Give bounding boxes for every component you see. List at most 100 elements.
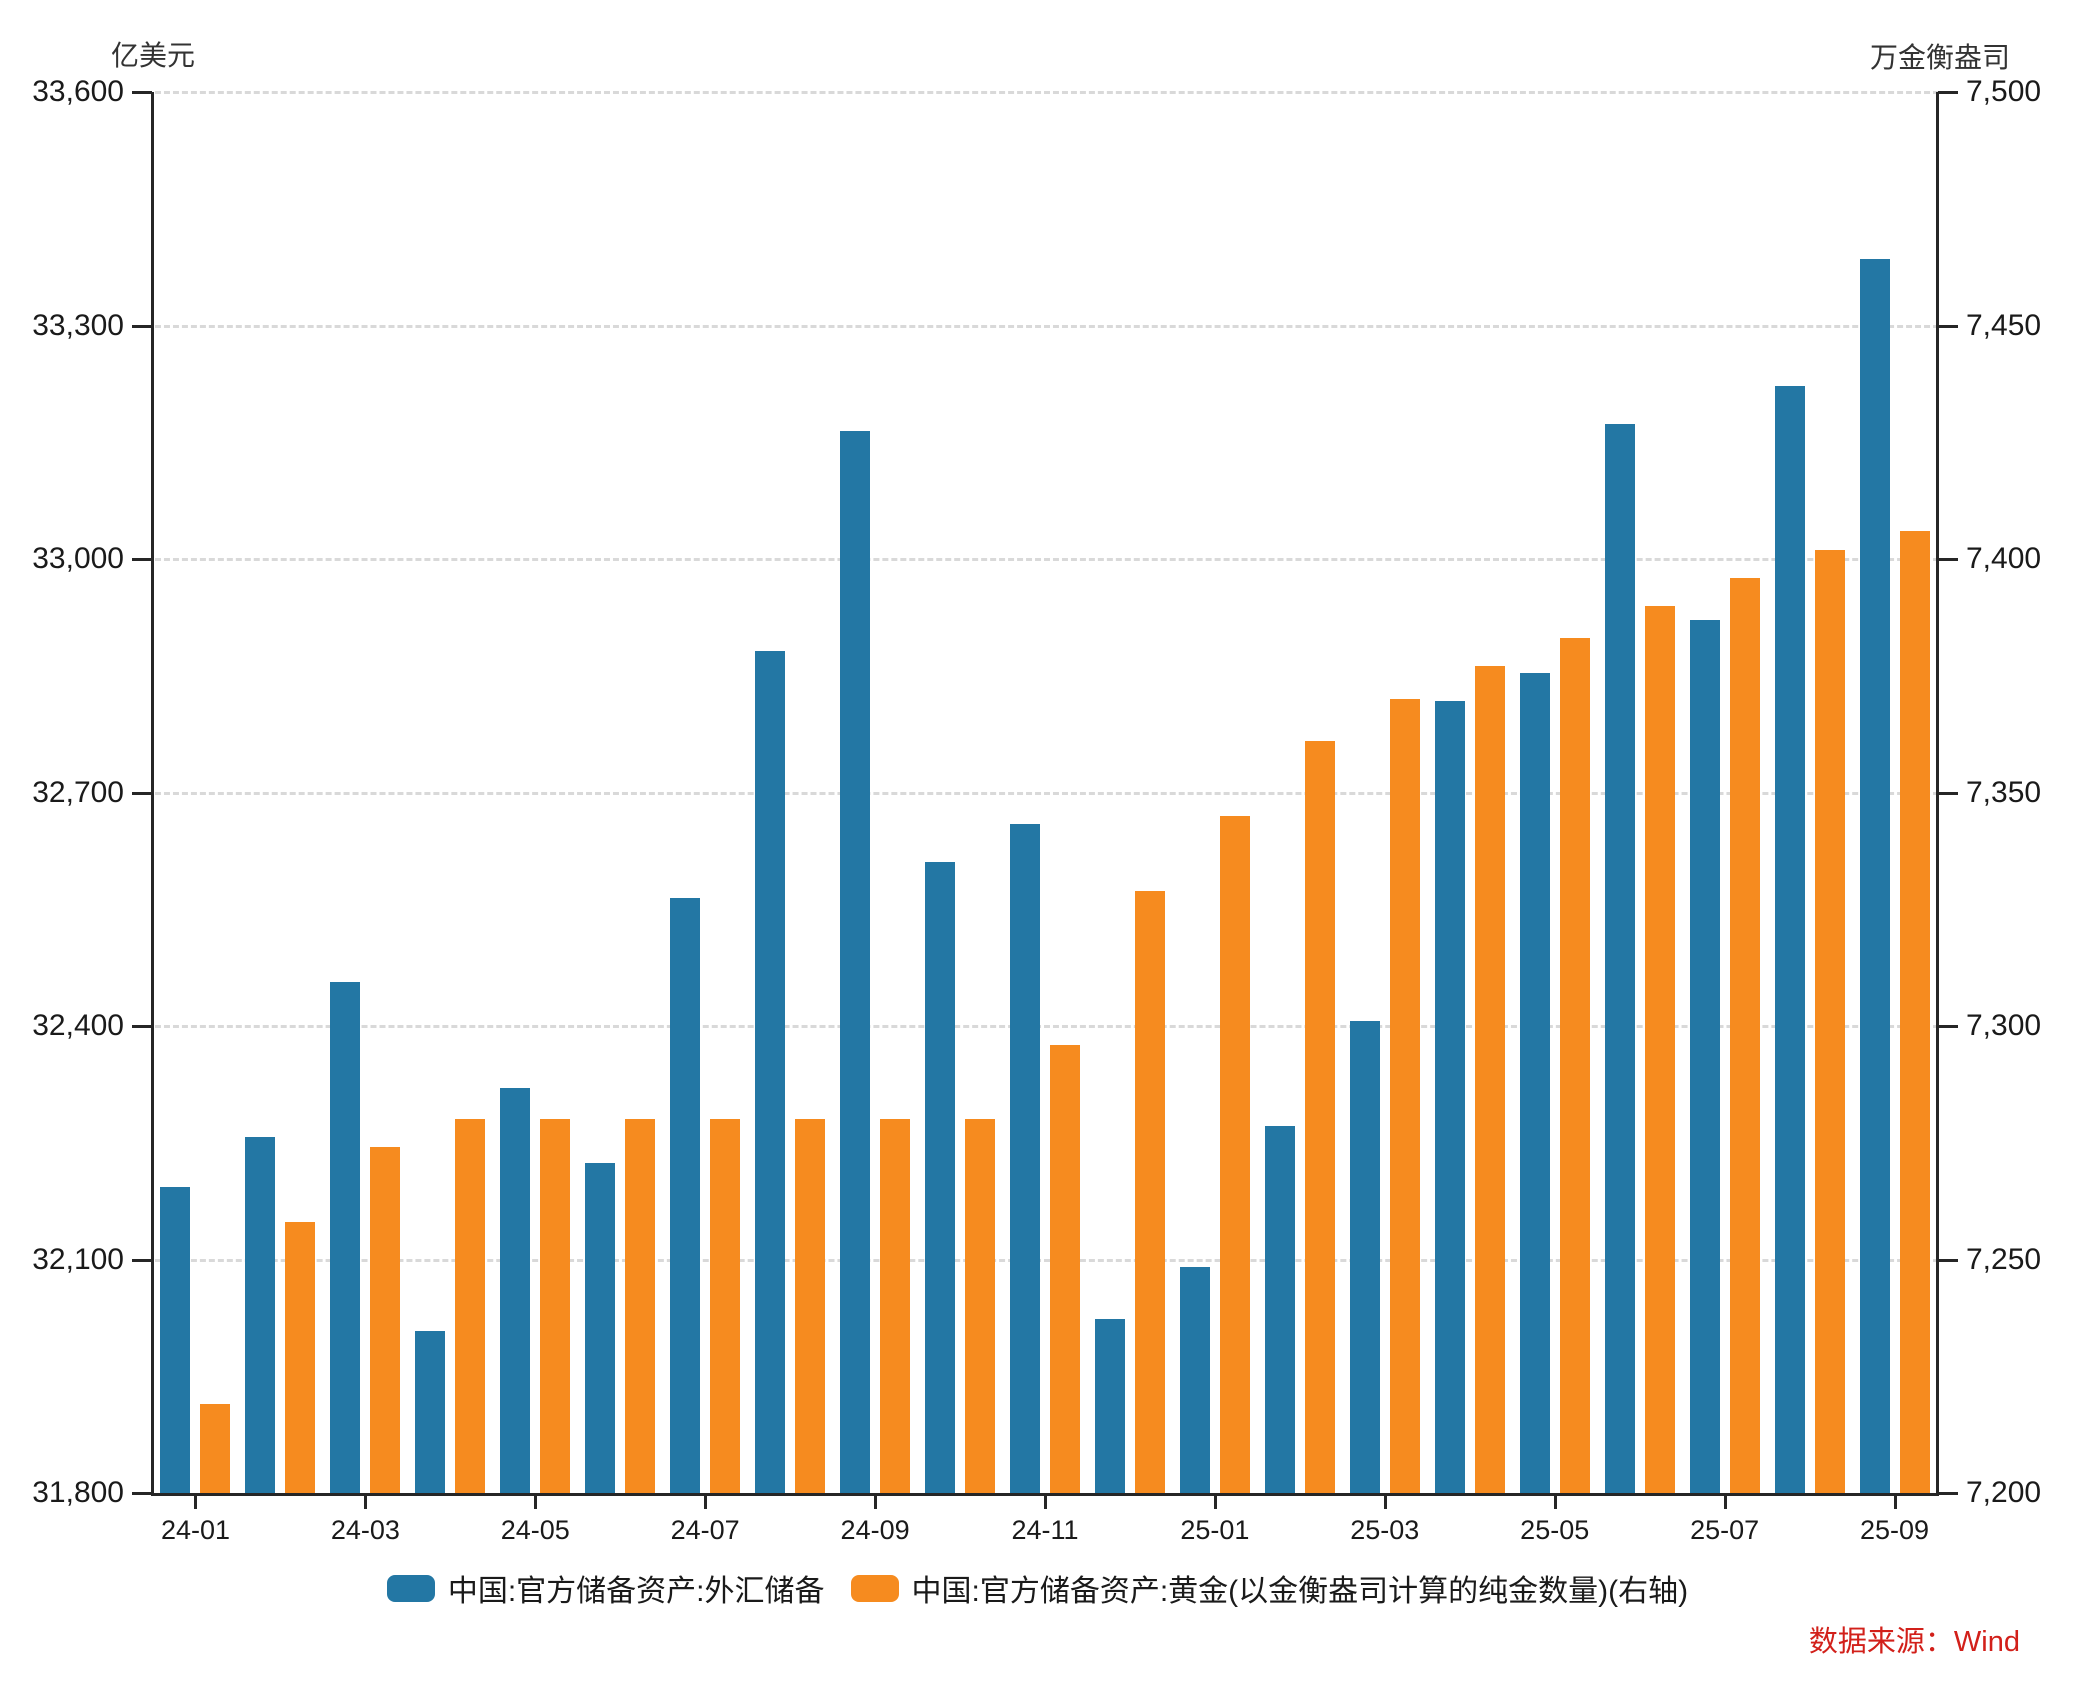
bar-group-24-10 xyxy=(918,92,1003,1493)
x-tick-mark-25-03 xyxy=(1383,1496,1387,1509)
bar-group-25-06 xyxy=(1597,92,1682,1493)
legend-item-gold-reserves: 中国:官方储备资产:黄金(以金衡盎司计算的纯金数量)(右轴) xyxy=(850,1566,1689,1610)
y-axis-label-left: 31,800 xyxy=(32,1476,124,1509)
gold-reserves-bar-24-02 xyxy=(285,1222,316,1493)
left-axis-line xyxy=(151,92,154,1496)
y-axis-label-left: 32,100 xyxy=(32,1242,124,1276)
x-tick-mark-24-05 xyxy=(534,1496,538,1509)
left-tick-mark xyxy=(132,91,152,94)
gold-reserves-bar-24-11 xyxy=(1049,1044,1080,1493)
fx-reserves-bar-24-06 xyxy=(585,1163,616,1493)
gold-reserves-bar-24-09 xyxy=(880,1119,911,1493)
gold-reserves-bar-24-10 xyxy=(965,1119,996,1493)
bar-group-24-09: 24-09 xyxy=(833,92,918,1545)
left-tick-mark xyxy=(132,558,152,561)
x-axis-label-25-09: 25-09 xyxy=(1859,1515,1930,1545)
bar-groups: 24-01 24-03 24-05 24-07 24-09 24-11 25-01 25-03… xyxy=(153,92,1937,1545)
left-axis-title: 亿美元 xyxy=(110,40,196,71)
bar-group-25-02 xyxy=(1257,92,1342,1493)
bar-group-24-04 xyxy=(408,92,493,1493)
legend: 中国:官方储备资产:外汇储备 中国:官方储备资产:黄金(以金衡盎司计算的纯金数量)… xyxy=(0,1566,2075,1610)
bar-group-24-02 xyxy=(238,92,323,1493)
y-axis-label-left: 32,700 xyxy=(32,775,124,809)
left-tick-mark xyxy=(132,324,152,328)
x-axis-label-25-05: 25-05 xyxy=(1520,1515,1590,1545)
fx-reserves-bar-24-11 xyxy=(1009,824,1040,1493)
fx-reserves-bar-25-07 xyxy=(1689,619,1720,1493)
fx-reserves-bar-24-09 xyxy=(840,431,871,1493)
bar-group-25-03: 25-03 xyxy=(1342,92,1427,1545)
fx-reserves-bar-24-04 xyxy=(415,1331,446,1493)
gold-reserves-bar-25-05 xyxy=(1559,638,1590,1493)
fx-reserves-bar-25-03 xyxy=(1349,1020,1380,1493)
gridline-32700 xyxy=(155,791,1939,795)
gold-reserves-bar-25-02 xyxy=(1304,741,1335,1493)
y-axis-label-right: 7,450 xyxy=(1966,308,2042,342)
gold-reserves-bar-24-08 xyxy=(795,1119,826,1493)
bar-group-24-11: 24-11 xyxy=(1003,92,1088,1545)
right-tick-mark xyxy=(1938,558,1958,561)
fx-reserves-bar-25-08 xyxy=(1774,386,1805,1493)
gold-reserves-bar-24-01 xyxy=(200,1404,231,1493)
right-axis-title: 万金衡盎司 xyxy=(1869,42,2011,73)
bar-group-24-08 xyxy=(748,92,833,1493)
x-axis-label-24-05: 24-05 xyxy=(500,1515,570,1545)
plot-area: 31,800 32,100 32,400 32,700 33,000 33,300 33,6… xyxy=(32,75,2041,1545)
right-tick-mark xyxy=(1938,324,1958,328)
bar-group-24-01: 24-01 xyxy=(153,92,238,1545)
x-axis-label-25-07: 25-07 xyxy=(1690,1515,1760,1545)
fx-reserves-bar-24-08 xyxy=(755,650,786,1493)
x-tick-mark-24-01 xyxy=(194,1496,198,1509)
gold-reserves-bar-25-08 xyxy=(1814,549,1845,1493)
bar-group-25-05: 25-05 xyxy=(1512,92,1597,1545)
fx-reserves-bar-24-10 xyxy=(925,861,956,1493)
left-tick-mark xyxy=(132,1492,152,1495)
y-axis-label-left: 33,600 xyxy=(32,75,124,108)
x-tick-mark-25-07 xyxy=(1723,1496,1727,1509)
right-tick-mark xyxy=(1938,1492,1958,1495)
x-tick-mark-25-09 xyxy=(1893,1496,1897,1509)
legend-swatch-icon xyxy=(386,1574,435,1602)
gold-reserves-bar-25-03 xyxy=(1389,699,1420,1493)
bar-group-25-01: 25-01 xyxy=(1172,92,1257,1545)
y-axis-label-right: 7,250 xyxy=(1966,1242,2042,1276)
gridline-32400 xyxy=(155,1025,1939,1028)
left-tick-mark xyxy=(132,1258,152,1262)
right-tick-mark xyxy=(1938,1258,1958,1262)
y-axis-label-right: 7,400 xyxy=(1966,542,2042,575)
fx-reserves-bar-25-01 xyxy=(1179,1267,1210,1493)
bar-group-24-03: 24-03 xyxy=(323,92,408,1545)
gold-reserves-bar-25-06 xyxy=(1644,605,1675,1493)
fx-reserves-bar-24-03 xyxy=(330,981,361,1493)
fx-reserves-bar-25-02 xyxy=(1264,1125,1295,1493)
bar-group-25-08 xyxy=(1767,92,1852,1493)
x-axis-label-24-01: 24-01 xyxy=(160,1515,230,1545)
gold-reserves-bar-25-07 xyxy=(1729,577,1760,1493)
fx-reserves-bar-25-09 xyxy=(1859,258,1890,1493)
legend-swatch-icon xyxy=(850,1574,899,1602)
x-axis-label-24-07: 24-07 xyxy=(670,1515,740,1545)
gridline-33000 xyxy=(155,558,1939,561)
x-axis-line xyxy=(151,1493,1939,1496)
legend-label: 中国:官方储备资产:外汇储备 xyxy=(447,1575,825,1608)
y-axis-label-left: 32,400 xyxy=(32,1009,124,1042)
right-tick-mark xyxy=(1938,791,1958,795)
bar-group-24-07: 24-07 xyxy=(663,92,748,1545)
gold-reserves-bar-24-03 xyxy=(370,1147,401,1493)
gold-reserves-bar-25-04 xyxy=(1474,666,1505,1493)
y-axis-label-left: 33,300 xyxy=(32,308,124,342)
gold-reserves-bar-25-01 xyxy=(1219,815,1250,1493)
gold-reserves-bar-25-09 xyxy=(1899,531,1930,1493)
gold-reserves-bar-24-12 xyxy=(1134,890,1165,1493)
x-tick-mark-24-11 xyxy=(1043,1496,1047,1509)
legend-label: 中国:官方储备资产:黄金(以金衡盎司计算的纯金数量)(右轴) xyxy=(911,1575,1689,1608)
x-axis-label-25-03: 25-03 xyxy=(1350,1515,1420,1545)
x-tick-mark-25-01 xyxy=(1213,1496,1217,1509)
x-tick-mark-24-07 xyxy=(704,1496,708,1509)
fx-reserves-bar-24-02 xyxy=(245,1136,276,1493)
y-axis-label-right: 7,350 xyxy=(1966,775,2042,809)
left-tick-mark xyxy=(132,1025,152,1028)
right-axis-line xyxy=(1936,92,1939,1496)
gold-reserves-bar-24-05 xyxy=(540,1119,571,1493)
x-axis-label-24-03: 24-03 xyxy=(330,1515,400,1545)
